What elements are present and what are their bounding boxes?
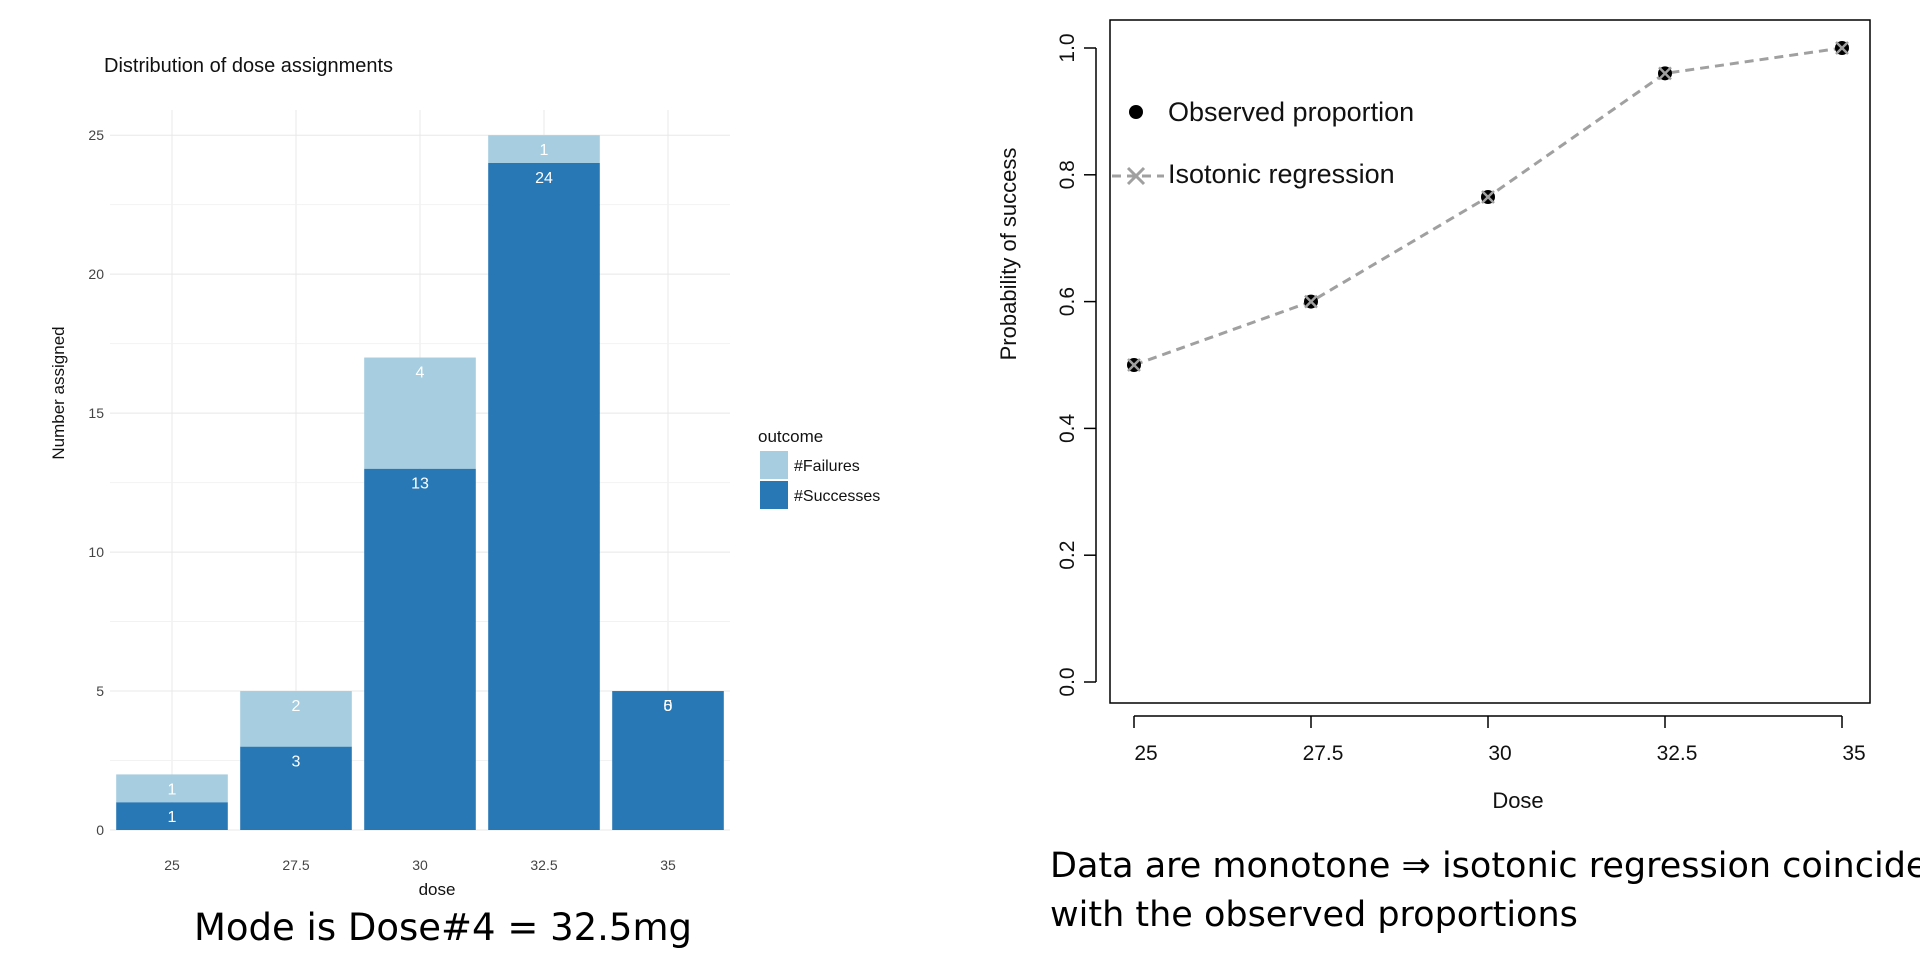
- chart-title: Distribution of dose assignments: [104, 55, 393, 77]
- line-chart: 0.0 0.2 0.4 0.6 0.8 1.0 25 27.5 30 32.5 35 Dose P…: [996, 19, 1920, 935]
- x-tick-label: 32.5: [530, 857, 557, 873]
- bar-failures: [488, 135, 600, 163]
- bar-failures: [116, 774, 228, 803]
- legend-marker-isotonic: [1126, 166, 1146, 186]
- data-label-failures: 1: [168, 781, 177, 798]
- legend: Observed proportion Isotonic regression: [1112, 97, 1414, 189]
- x-tick-label: 27.5: [1303, 742, 1344, 765]
- data-label-successes: 3: [292, 754, 301, 771]
- y-tick-label: 0.8: [1056, 160, 1079, 189]
- y-tick-label: 20: [88, 266, 104, 282]
- legend-label-failures: #Failures: [794, 458, 860, 475]
- y-tick-label: 1.0: [1056, 33, 1079, 62]
- bar-successes: [612, 691, 724, 830]
- bar-successes: [240, 746, 352, 830]
- stacked-bar-chart: Distribution of dose assignments 1132134…: [49, 55, 880, 949]
- legend-swatch-failures: [760, 451, 788, 479]
- x-marker-stroke: [1658, 66, 1672, 81]
- legend-marker-observed: [1129, 105, 1143, 119]
- legend: outcome #Failures #Successes: [758, 427, 880, 509]
- data-series: [1127, 41, 1849, 372]
- x-tick-label: 25: [164, 857, 180, 873]
- x-tick-label: 30: [412, 857, 428, 873]
- legend-title: outcome: [758, 427, 823, 446]
- data-label-successes: 13: [411, 476, 429, 493]
- bar-failures: [364, 357, 476, 469]
- legend-label-isotonic: Isotonic regression: [1168, 159, 1395, 189]
- x-tick-labels: 25 27.5 30 32.5 35: [164, 857, 676, 873]
- legend-swatch-successes: [760, 481, 788, 509]
- x-marker-stroke: [1835, 41, 1849, 55]
- y-tick-label: 0: [96, 822, 104, 838]
- y-tick-label: 0.6: [1056, 287, 1079, 316]
- isotonic-regression-point: [1835, 41, 1849, 55]
- y-axis-label: Number assigned: [49, 326, 68, 459]
- x-tick-label: 25: [1134, 742, 1157, 765]
- data-label-failures: 4: [416, 365, 425, 382]
- x-axis: 25 27.5 30 32.5 35: [1133, 715, 1866, 765]
- y-tick-labels: 0 5 10 15 20 25: [88, 127, 104, 838]
- y-tick-label: 25: [88, 127, 104, 143]
- data-label-successes: 1: [168, 809, 177, 826]
- y-axis-label: Probability of success: [996, 148, 1021, 361]
- x-tick-label: 27.5: [282, 857, 309, 873]
- isotonic-regression-point: [1127, 358, 1141, 372]
- plot-frame: [1109, 19, 1871, 704]
- x-axis-label: Dose: [1492, 788, 1543, 813]
- bar-successes: [116, 802, 228, 830]
- x-marker-stroke: [1304, 294, 1318, 309]
- x-axis-label: dose: [419, 880, 456, 899]
- bar-failures: [240, 691, 352, 747]
- y-tick-label: 15: [88, 405, 104, 421]
- isotonic-regression-line: [1133, 46, 1843, 367]
- isotonic-regression-point: [1658, 66, 1672, 81]
- bar-successes: [364, 468, 476, 830]
- y-tick-label: 0.4: [1056, 413, 1079, 443]
- right-caption-line-1: Data are monotone ⇒ isotonic regression …: [1050, 846, 1920, 886]
- legend-label-successes: #Successes: [794, 488, 880, 505]
- y-tick-label: 5: [96, 683, 104, 699]
- x-marker-stroke: [1481, 190, 1495, 204]
- x-tick-label: 32.5: [1657, 742, 1698, 765]
- data-label-successes: 5: [664, 698, 673, 715]
- x-tick-label: 30: [1488, 742, 1511, 765]
- left-caption: Mode is Dose#4 = 32.5mg: [194, 906, 692, 949]
- isotonic-regression-point: [1304, 294, 1318, 309]
- data-label-failures: 0: [664, 698, 673, 715]
- data-label-successes: 24: [535, 170, 553, 187]
- data-label-failures: 1: [540, 142, 549, 159]
- y-tick-label: 0.2: [1056, 541, 1079, 570]
- legend-label-observed: Observed proportion: [1168, 97, 1414, 127]
- y-tick-label: 0.0: [1056, 667, 1079, 696]
- x-tick-label: 35: [1842, 742, 1865, 765]
- isotonic-regression-point: [1481, 190, 1495, 204]
- y-tick-label: 10: [88, 544, 104, 560]
- bar-successes: [488, 162, 600, 830]
- y-axis: 0.0 0.2 0.4 0.6 0.8 1.0: [1056, 33, 1097, 697]
- data-label-failures: 2: [292, 698, 301, 715]
- x-tick-label: 35: [660, 857, 676, 873]
- right-caption-line-2: with the observed proportions: [1050, 895, 1578, 935]
- x-marker-stroke: [1127, 358, 1141, 372]
